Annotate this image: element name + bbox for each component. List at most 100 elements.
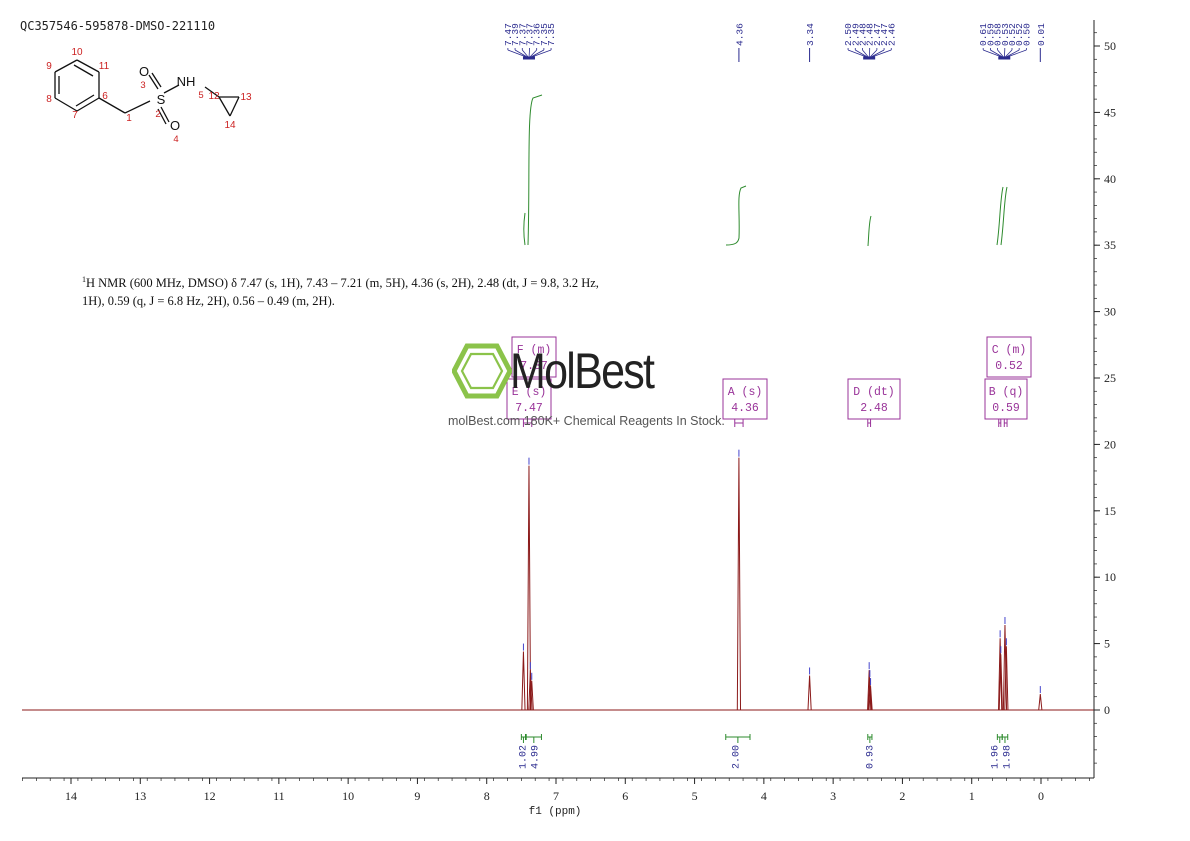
carbon-number: 12 [208,91,220,102]
y-tick-label: 50 [1104,39,1116,53]
integral-curve [1000,186,1008,246]
x-tick-label: 0 [1038,789,1044,803]
multiplet-label: B (q) [989,386,1024,399]
bond [151,72,162,88]
bond [160,106,170,123]
peak-label: 0.61 [978,23,989,46]
y-tick-label: 10 [1104,570,1116,584]
multiplet-box [511,336,557,378]
integral-curve [523,212,526,246]
peak-label: 7.39 [510,23,521,46]
carbon-number: 14 [224,120,236,131]
multiplet-label: C (m) [992,344,1027,357]
carbon-number: 11 [99,61,110,72]
peak-label: 4.36 [734,23,745,46]
atom-number: 5 [198,90,203,101]
bond [124,100,151,114]
multiplet-shift: 4.36 [731,402,759,415]
spectrum-peak [1004,646,1009,711]
integral-value: 0.93 [866,745,877,769]
multiplet-shift: 2.48 [860,402,888,415]
atom-label: NH [177,74,196,89]
peak-label: 2.50 [843,23,854,46]
integral-value: 1.96 [991,745,1002,769]
spectrum-peak [998,654,1003,711]
spectrum-peak [529,680,534,711]
y-tick-label: 5 [1104,637,1110,651]
multiplet-shift: 0.52 [995,360,1023,373]
bond [204,86,220,98]
nmr-description-text-2: 1H), 0.59 (q, J = 6.8 Hz, 2H), 0.56 – 0.… [82,294,335,309]
peak-label: 2.49 [850,23,861,46]
y-tick-label: 15 [1104,504,1116,518]
y-tick-label: 20 [1104,437,1116,451]
peak-label: 7.35 [539,23,550,46]
integral-bars: 1.02 4.99 2.00 0.93 1.96 1.98 [519,734,1014,769]
watermark-brand: MolBest [510,343,655,399]
integral-curve [996,186,1004,246]
peak-label: 0.58 [993,23,1004,46]
y-tick-label: 35 [1104,238,1116,252]
spectrum-peak [528,670,533,711]
multiplet-label: A (s) [728,386,763,399]
peak-label: 7.47 [503,23,514,46]
x-tick-label: 11 [273,789,285,803]
isotope-superscript: 1 [82,275,86,284]
bond [163,84,180,94]
atom-number: 2 [155,109,160,120]
carbon-number: 1 [126,113,132,124]
spectrum-peak [736,457,742,711]
multiplet-label: D (dt) [853,386,894,399]
axes: 14 13 12 11 10 9 8 7 6 5 4 3 2 1 0f1 (ppm)504540353025… [22,20,1116,818]
bond [76,59,100,73]
integral-value: 4.99 [531,745,542,769]
peak-label: 0.53 [1000,23,1011,46]
integral-value: 2.00 [732,745,743,769]
multiplet-shift: 7.47 [515,402,543,415]
peak-label: 7.36 [532,23,543,46]
y-tick-label: 30 [1104,305,1116,319]
peak-label: 0.52 [1007,23,1018,46]
integral-curve [725,185,747,246]
y-tick-label: 25 [1104,371,1116,385]
y-tick-label: 0 [1104,703,1110,717]
peak-label-groups: 7.477.397.377.377.367.357.35 4.36 3.34 2.50… [503,23,1047,62]
x-tick-label: 7 [553,789,559,803]
bond [229,96,240,117]
peak-label: 3.34 [805,23,816,46]
bond [148,74,159,90]
spectrum-trace [22,449,1094,711]
multiplet-boxes: F (m) 7.37 E (s) 7.47 A (s) 4.36 D (dt) 2.48 C (… [506,336,1032,427]
peak-label: 0.01 [1036,23,1047,46]
multiplet-box [722,378,768,420]
bond [54,59,78,73]
bond [157,108,167,125]
x-tick-label: 12 [204,789,216,803]
y-tick-label: 40 [1104,172,1116,186]
multiplet-label: E (s) [512,386,547,399]
nmr-description: 1H NMR (600 MHz, DMSO) δ 7.47 (s, 1H), 7… [82,271,702,310]
bond [76,97,100,112]
double-bond [73,64,94,77]
atom-label: O [139,64,149,79]
peak-label: 2.46 [886,23,897,46]
x-tick-label: 10 [342,789,354,803]
integral-value: 1.98 [1003,745,1014,769]
integral-value: 1.02 [519,745,530,769]
bond [98,97,126,114]
bond [218,96,231,117]
spectrum-peak [868,686,873,711]
bond [54,97,78,112]
atom-number: 4 [173,134,178,145]
carbon-number: 6 [102,91,108,102]
carbon-number: 13 [240,92,252,103]
double-bond [75,94,95,107]
integral-curve [867,215,872,247]
x-tick-label: 4 [761,789,767,803]
nmr-description-line-1: 1H NMR (600 MHz, DMSO) δ 7.47 (s, 1H), 7… [82,271,702,292]
x-tick-label: 2 [899,789,905,803]
spectrum-peak [521,651,526,711]
watermark-tagline: molBest.com 180K+ Chemical Reagents In S… [448,414,725,428]
